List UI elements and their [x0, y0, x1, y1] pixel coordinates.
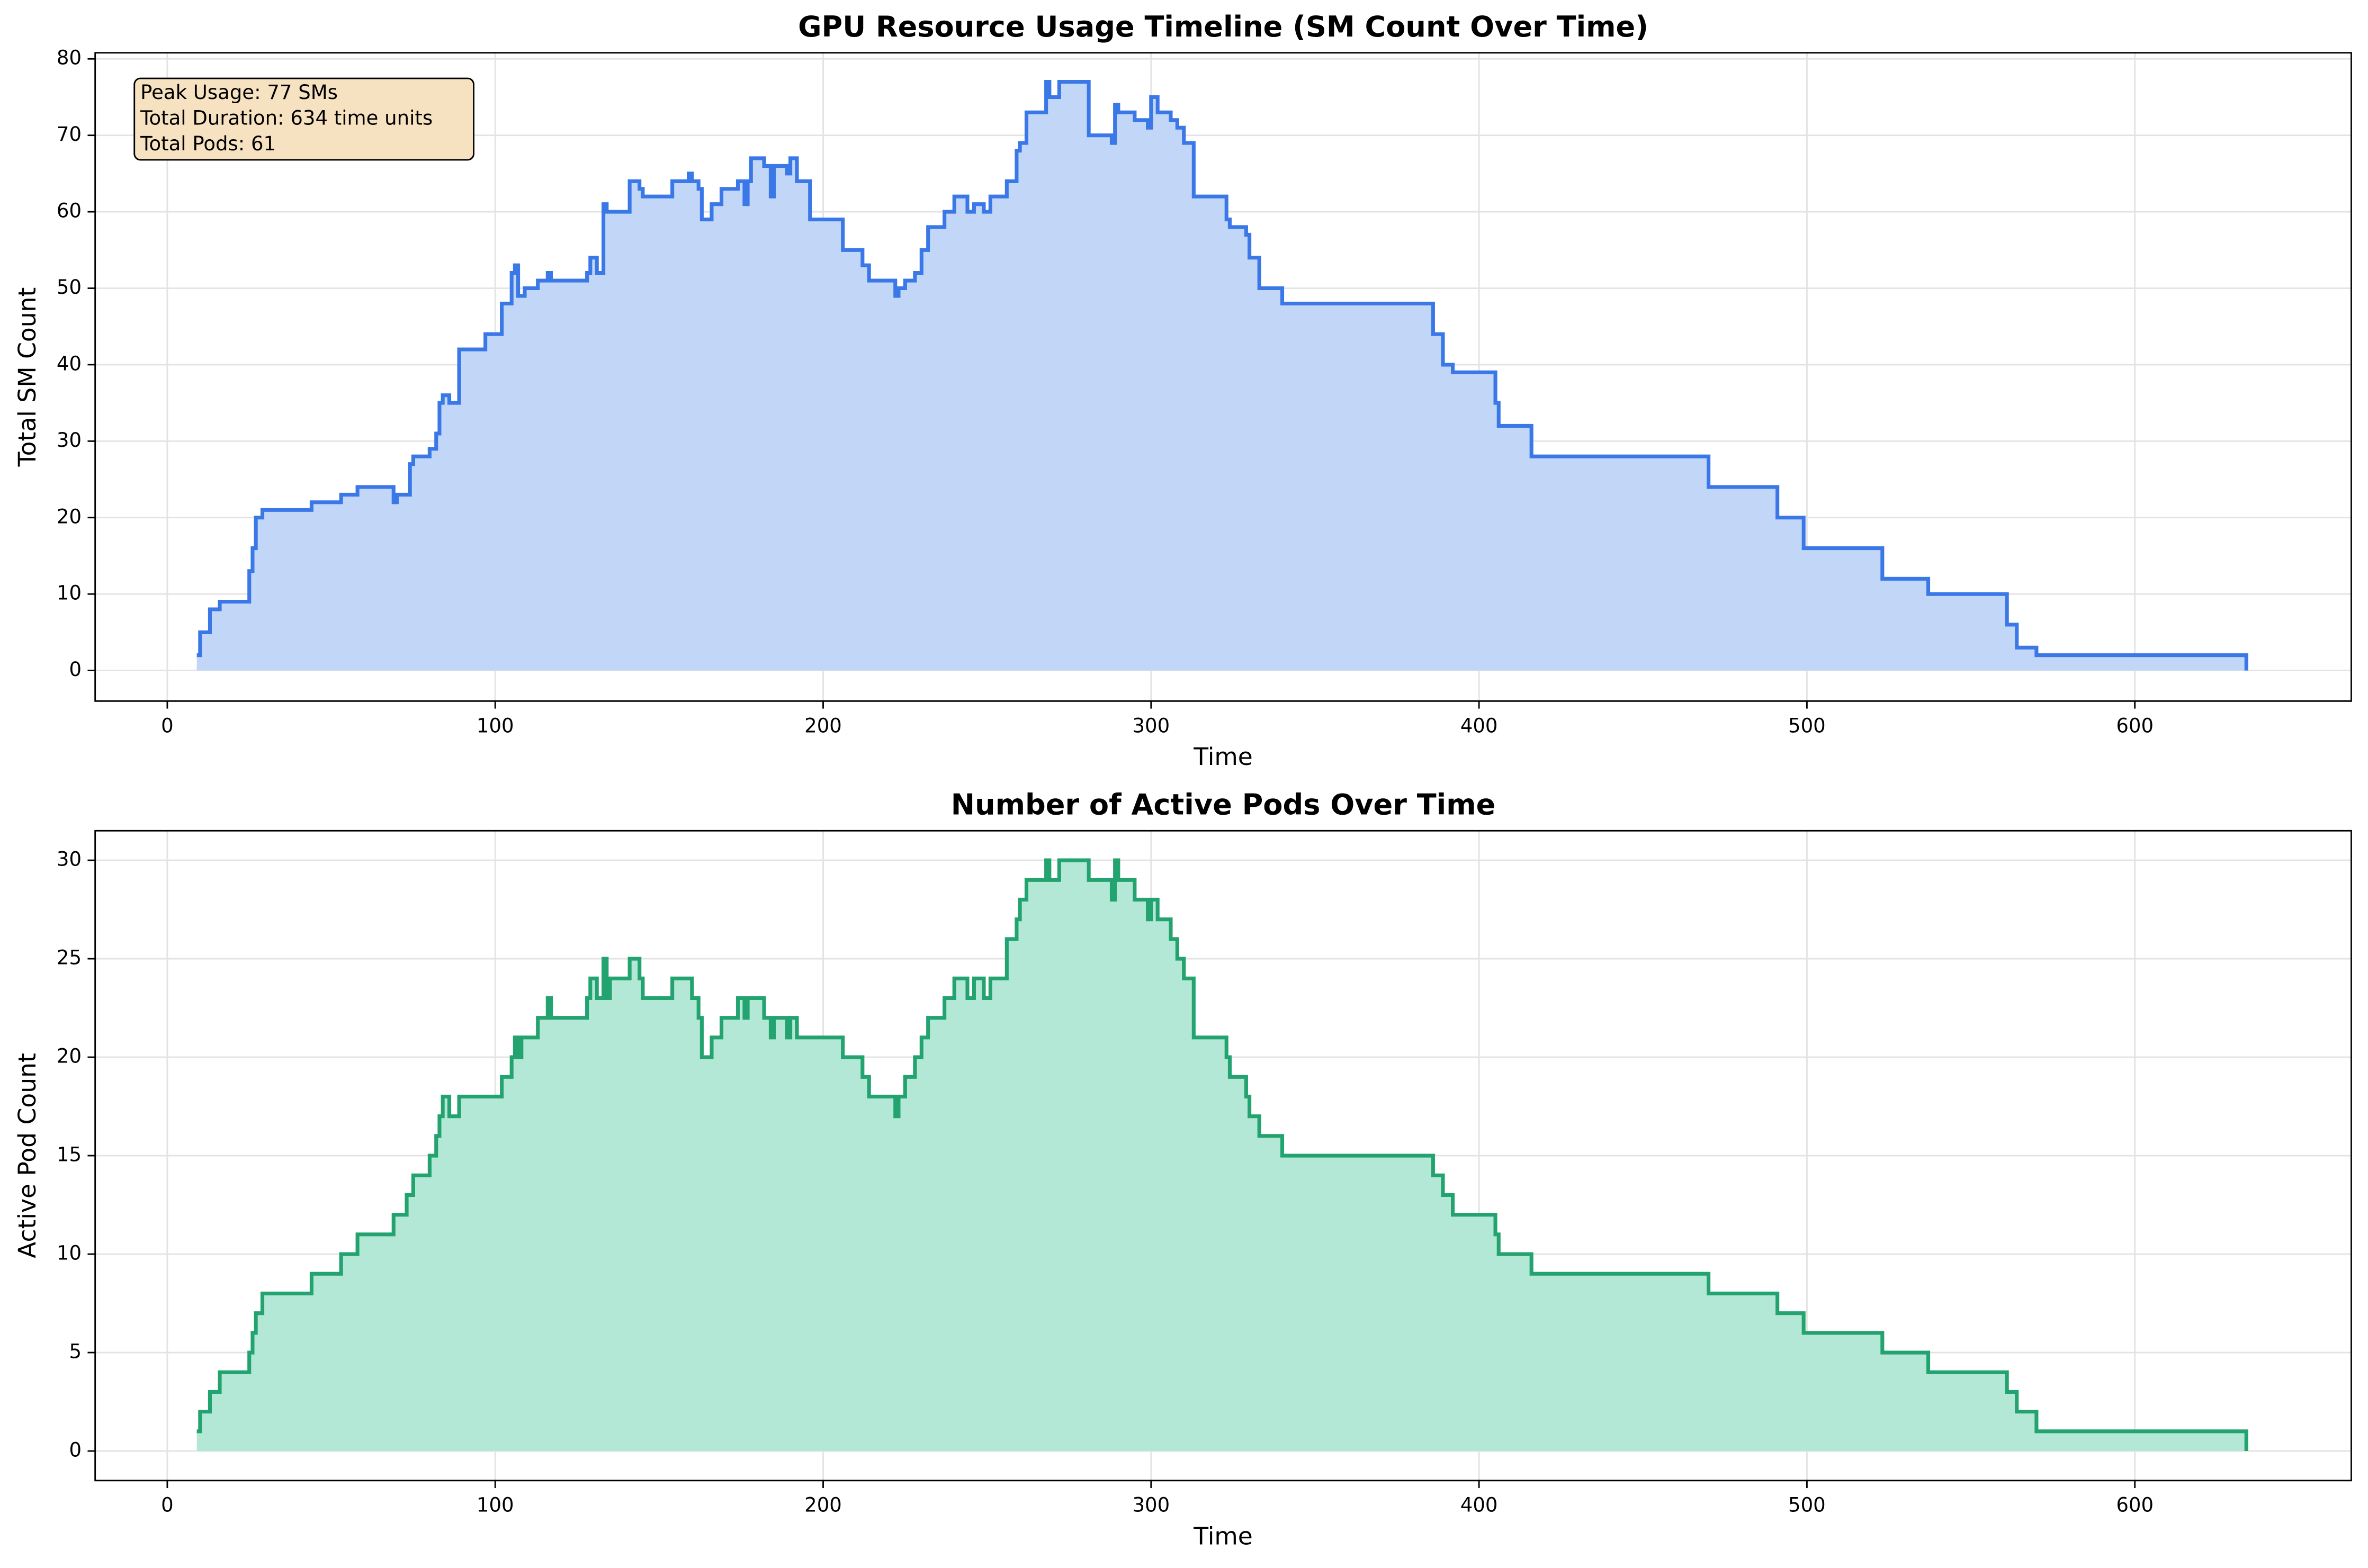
annotation-box — [133, 77, 474, 161]
step-line — [196, 858, 2248, 1452]
x-tick-label: 500 — [1788, 1494, 1826, 1517]
x-tick-label: 200 — [804, 714, 842, 737]
annotation-text: Total Pods: 61 — [140, 132, 276, 155]
x-tick-label: 0 — [161, 714, 174, 737]
annotation-text: Total Duration: 634 time units — [140, 106, 433, 129]
x-tick-label: 100 — [477, 714, 514, 737]
x-tick-label: 100 — [477, 1494, 514, 1517]
y-tick-label: 0 — [69, 658, 82, 681]
plot-frame — [94, 830, 2352, 1482]
x-tick-label: 600 — [2116, 714, 2154, 737]
x-tick-label: 200 — [804, 1494, 842, 1517]
y-tick-label: 20 — [57, 505, 82, 528]
x-axis-label: Time — [1193, 1522, 1252, 1551]
y-axis-label: Total SM Count — [13, 287, 41, 467]
y-tick-label: 80 — [57, 47, 82, 69]
y-tick-label: 5 — [69, 1340, 82, 1363]
y-tick-label: 30 — [57, 429, 82, 452]
area-fill — [196, 82, 2247, 671]
y-tick-label: 15 — [57, 1143, 82, 1166]
y-tick-label: 25 — [57, 947, 82, 969]
x-tick-label: 300 — [1132, 714, 1170, 737]
y-tick-label: 40 — [57, 352, 82, 375]
y-tick-label: 50 — [57, 276, 82, 299]
chart-title: GPU Resource Usage Timeline (SM Count Ov… — [798, 10, 1648, 43]
x-axis-label: Time — [1193, 743, 1252, 771]
y-tick-label: 70 — [57, 123, 82, 146]
x-tick-label: 400 — [1460, 714, 1498, 737]
x-tick-label: 400 — [1460, 1494, 1498, 1517]
y-tick-label: 0 — [69, 1439, 82, 1462]
x-tick-label: 0 — [161, 1494, 174, 1517]
area-fill — [196, 860, 2247, 1452]
x-tick-label: 500 — [1788, 714, 1826, 737]
y-tick-label: 10 — [57, 582, 82, 605]
step-line — [196, 80, 2248, 671]
x-tick-label: 600 — [2116, 1494, 2154, 1517]
x-tick-label: 300 — [1132, 1494, 1170, 1517]
y-tick-label: 10 — [57, 1242, 82, 1265]
annotation-text: Peak Usage: 77 SMs — [140, 81, 338, 104]
plot-frame — [94, 52, 2352, 702]
chart-title: Number of Active Pods Over Time — [951, 788, 1496, 821]
y-tick-label: 60 — [57, 200, 82, 222]
y-tick-label: 20 — [57, 1045, 82, 1068]
y-tick-label: 30 — [57, 848, 82, 871]
y-axis-label: Active Pod Count — [13, 1053, 41, 1258]
